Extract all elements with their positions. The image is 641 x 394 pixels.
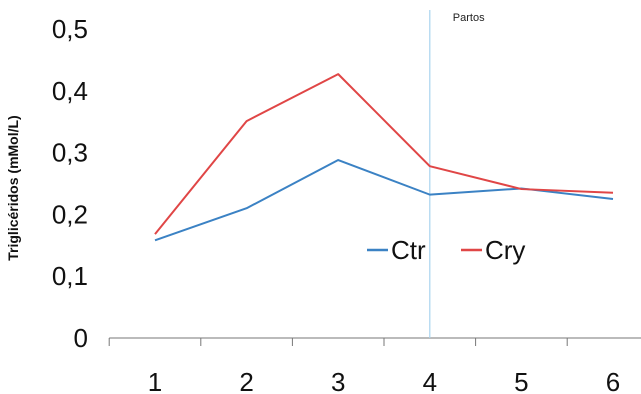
x-tick-label: 5 (514, 367, 528, 394)
y-tick-label: 0 (74, 323, 88, 353)
y-axis-ticks: 0 0,1 0,2 0,3 0,4 0,5 (52, 14, 88, 353)
legend: Ctr Cry (367, 235, 525, 265)
legend-label-ctr: Ctr (391, 235, 426, 265)
y-tick-label: 0,2 (52, 199, 88, 229)
y-tick-label: 0,4 (52, 76, 88, 106)
series-line-ctr (154, 159, 614, 242)
x-tick-label: 6 (606, 367, 620, 394)
partos-annotation: Partos (453, 12, 485, 24)
y-tick-label: 0,5 (52, 14, 88, 44)
x-tick-label: 4 (423, 367, 437, 394)
x-tick-label: 2 (239, 367, 253, 394)
y-tick-label: 0,3 (52, 138, 88, 168)
x-tick-label: 1 (148, 367, 162, 394)
legend-label-cry: Cry (485, 235, 525, 265)
x-tick-label: 3 (331, 367, 345, 394)
y-axis-title: Triglicéridos (mMol/L) (5, 115, 21, 260)
series-line-cry (154, 73, 614, 235)
series-layer (154, 73, 614, 242)
y-tick-label: 0,1 (52, 261, 88, 291)
x-axis-ticks: 1 2 3 4 5 6 (108, 338, 620, 394)
